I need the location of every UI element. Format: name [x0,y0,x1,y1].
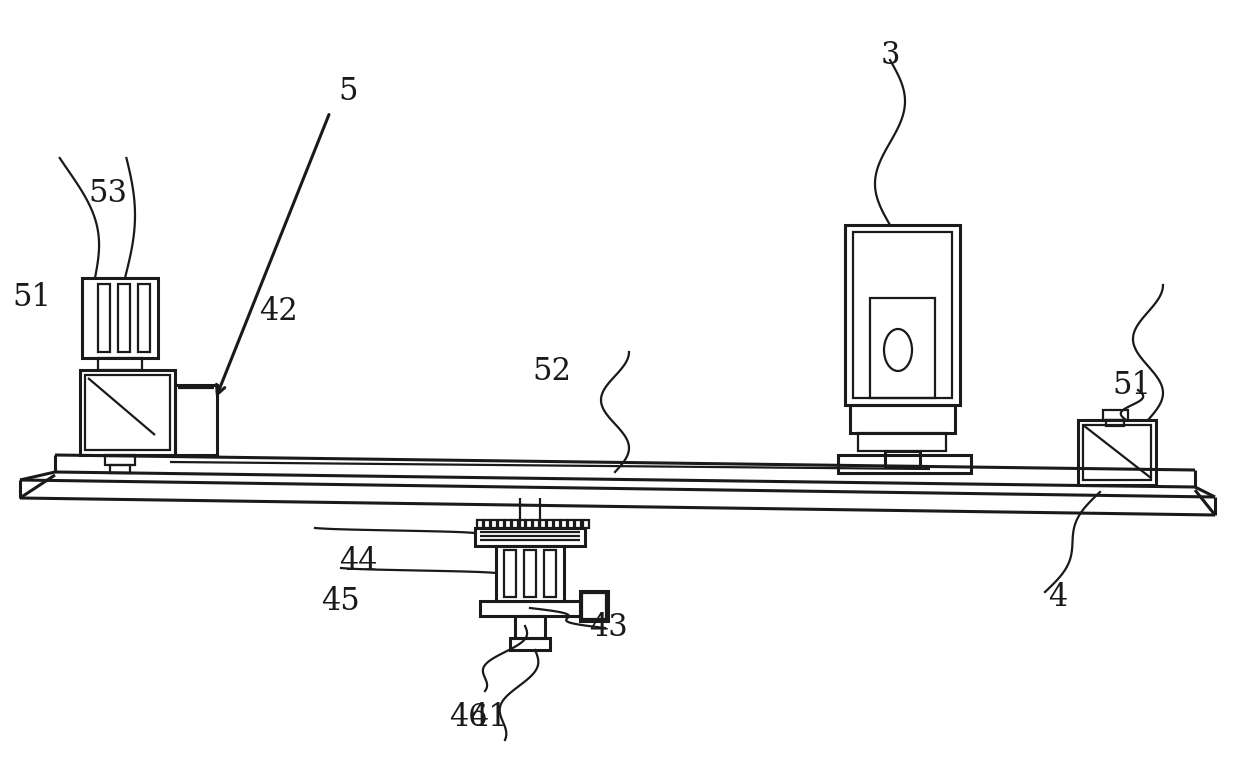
Bar [575,520,582,528]
Bar [86,375,170,450]
Bar [554,520,560,528]
Bar [510,638,551,650]
Bar [849,405,955,433]
Text: 44: 44 [339,547,377,578]
Text: 5: 5 [339,76,358,108]
Text: 45: 45 [321,587,360,618]
Bar [475,528,585,546]
Bar [885,451,920,466]
Bar [98,358,143,370]
Bar [539,520,546,528]
Bar [547,520,553,528]
Bar [512,520,518,528]
Bar [491,520,497,528]
Text: 41: 41 [469,702,507,734]
Bar [496,546,564,601]
Bar [844,225,960,405]
Text: 42: 42 [259,296,298,327]
Bar [525,550,536,597]
Bar [498,520,503,528]
Text: 53: 53 [88,179,128,209]
Bar [560,520,567,528]
Bar [533,520,539,528]
Bar [82,278,157,358]
Bar [480,601,580,616]
Bar [515,616,546,638]
Bar [1083,425,1151,480]
Bar [118,284,130,352]
Bar [583,520,589,528]
Bar [81,370,175,455]
Bar [838,455,971,473]
Bar [138,284,150,352]
Bar [526,520,532,528]
Text: 46: 46 [449,702,487,734]
Text: 43: 43 [589,612,627,644]
Bar [110,465,130,473]
Bar [1078,420,1156,485]
Bar [858,433,946,451]
Bar [505,520,511,528]
Bar [580,591,608,621]
Bar [1104,410,1128,420]
Bar [870,298,935,398]
Text: 51: 51 [1112,370,1152,400]
Bar [98,284,110,352]
Bar [568,520,574,528]
Text: 52: 52 [532,357,572,387]
Bar [1106,420,1123,426]
Bar [503,550,516,597]
Bar [175,385,217,455]
Bar [520,520,525,528]
Bar [105,455,135,465]
Text: 4: 4 [1048,582,1068,614]
Text: 3: 3 [880,39,900,71]
Bar [582,593,606,619]
Bar [484,520,490,528]
Bar [477,520,484,528]
Bar [853,232,952,398]
Bar [544,550,556,597]
Text: 51: 51 [12,283,52,313]
